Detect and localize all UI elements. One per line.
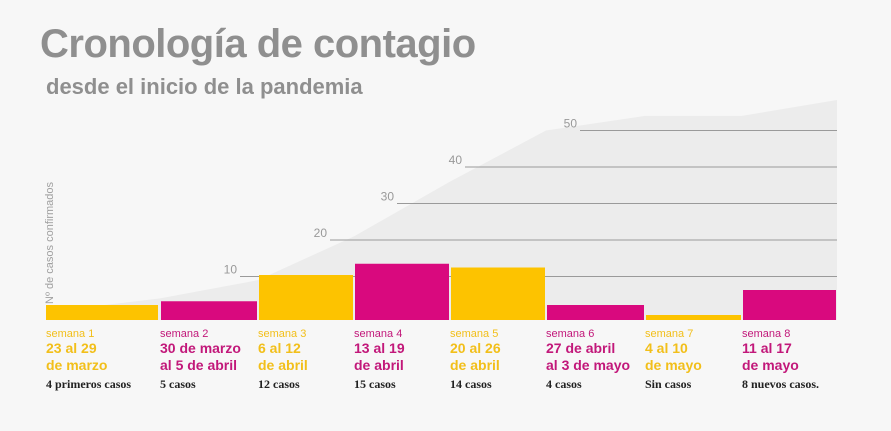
y-tick-label: 30 — [381, 190, 395, 204]
week-dates: 4 al 10 — [645, 340, 688, 356]
week-cases: 4 casos — [546, 377, 582, 391]
week-cases: 14 casos — [450, 377, 492, 391]
week-name: semana 3 — [258, 328, 307, 340]
week-dates: de abril — [258, 357, 308, 373]
week-dates: de mayo — [742, 357, 799, 373]
bar-4 — [355, 263, 449, 320]
bar-7 — [646, 315, 741, 320]
week-name: semana 4 — [354, 328, 403, 340]
week-dates: 20 al 26 — [450, 340, 501, 356]
week-label-6: semana 6 27 de abril al 3 de mayo 4 casos — [546, 328, 646, 392]
week-dates: de mayo — [645, 357, 702, 373]
week-name: semana 2 — [160, 328, 209, 340]
week-dates: 13 al 19 — [354, 340, 405, 356]
bar-2 — [161, 301, 257, 320]
week-name: semana 6 — [546, 328, 595, 340]
week-dates: de abril — [354, 357, 404, 373]
week-label-4: semana 4 13 al 19 de abril 15 casos — [354, 328, 454, 392]
bar-1 — [46, 305, 158, 320]
chart-subtitle: desde el inicio de la pandemia — [46, 74, 363, 99]
week-cases: 4 primeros casos — [46, 377, 132, 391]
week-label-2: semana 2 30 de marzo al 5 de abril 5 casos — [160, 328, 260, 392]
week-dates: 30 de marzo — [160, 340, 241, 356]
week-name: semana 7 — [645, 328, 694, 340]
bar-8 — [743, 290, 836, 320]
week-label-8: semana 8 11 al 17 de mayo 8 nuevos casos. — [742, 328, 822, 392]
week-cases: 12 casos — [258, 377, 300, 391]
bar-3 — [259, 275, 353, 320]
bar-5 — [451, 267, 545, 320]
week-dates: al 5 de abril — [160, 357, 238, 373]
week-dates: 27 de abril — [546, 340, 616, 356]
week-dates: 6 al 12 — [258, 340, 301, 356]
chart-title: Cronología de contagio — [40, 22, 476, 66]
week-name: semana 5 — [450, 328, 499, 340]
week-name: semana 8 — [742, 328, 791, 340]
week-label-5: semana 5 20 al 26 de abril 14 casos — [450, 328, 550, 392]
week-dates: 11 al 17 — [742, 340, 792, 356]
week-dates: de abril — [450, 357, 500, 373]
week-cases: 8 nuevos casos. — [742, 377, 820, 391]
y-tick-label: 50 — [564, 117, 578, 131]
week-dates: de marzo — [46, 357, 108, 373]
week-name: semana 1 — [46, 328, 95, 340]
week-label-1: semana 1 23 al 29 de marzo 4 primeros casos — [46, 328, 146, 392]
week-cases: 15 casos — [354, 377, 396, 391]
cumulative-area — [46, 100, 837, 320]
week-cases: Sin casos — [645, 377, 692, 391]
y-tick-label: 20 — [314, 226, 328, 240]
y-tick-label: 40 — [449, 153, 463, 167]
week-dates: al 3 de mayo — [546, 357, 631, 373]
y-tick-label: 10 — [224, 263, 238, 277]
week-dates: 23 al 29 — [46, 340, 97, 356]
week-cases: 5 casos — [160, 377, 196, 391]
bar-6 — [547, 305, 644, 320]
